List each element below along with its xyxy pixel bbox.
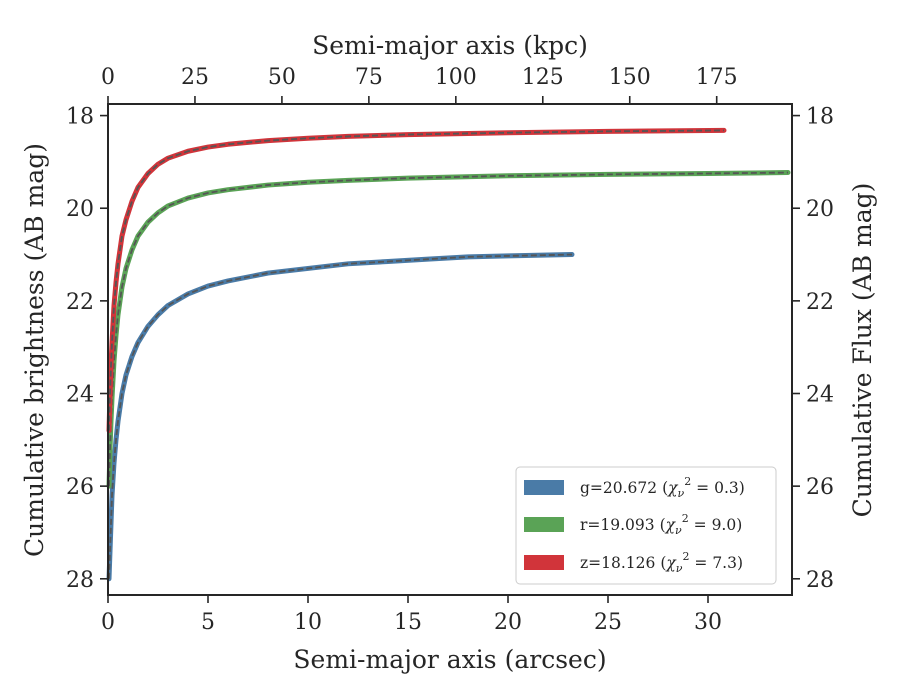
x-tick-label: 25 [594, 610, 622, 635]
series-g-model-line [108, 253, 573, 579]
right-tick-label: 28 [806, 568, 834, 593]
right-axis-title: Cumulative Flux (AB mag) [848, 183, 877, 518]
y-tick-label: 22 [66, 290, 94, 315]
y-tick-label: 20 [66, 197, 94, 222]
top-tick-label: 125 [522, 65, 564, 90]
legend-entry-g: g=20.672 (χν2 = 0.3) [580, 475, 745, 500]
curves-layer [106, 127, 791, 582]
y-tick-label: 26 [66, 475, 94, 500]
top-tick-label: 75 [355, 65, 383, 90]
top-tick-label: 100 [435, 65, 477, 90]
top-tick-label: 175 [696, 65, 738, 90]
ticks-layer: 0 5 10 15 20 25 30 0 25 50 75 100 125 150 175 18 18 20 20 2… [66, 65, 834, 635]
legend-swatch-g [524, 480, 564, 495]
plot-frame [107, 103, 793, 596]
x-tick-label: 0 [101, 610, 115, 635]
top-tick-label: 25 [181, 65, 209, 90]
right-tick-label: 26 [806, 475, 834, 500]
y-tick-label: 24 [66, 383, 94, 408]
legend-label-g: g=20.672 [580, 479, 657, 497]
y-axis-title: Cumulative brightness (AB mag) [20, 143, 49, 557]
x-tick-label: 15 [394, 610, 422, 635]
top-tick-label: 150 [609, 65, 651, 90]
x-tick-label: 10 [294, 610, 322, 635]
legend-swatch-z [524, 555, 564, 570]
series-g-line [106, 252, 575, 582]
top-tick-label: 50 [268, 65, 296, 90]
legend-entry-r: r=19.093 (χν2 = 9.0) [580, 512, 742, 537]
right-tick-label: 20 [806, 197, 834, 222]
legend-chi2-r: 9.0 [712, 516, 737, 534]
x-tick-label: 30 [694, 610, 722, 635]
legend-box [515, 466, 777, 585]
series-r-line [106, 170, 791, 489]
legend-swatch-r [524, 517, 564, 532]
x-axis-title: Semi-major axis (arcsec) [293, 645, 606, 674]
top-axis-title: Semi-major axis (kpc) [312, 31, 588, 60]
y-tick-label: 28 [66, 568, 94, 593]
right-tick-label: 24 [806, 383, 834, 408]
x-tick-label: 20 [494, 610, 522, 635]
legend-label-r: r=19.093 [580, 516, 655, 534]
legend-label-z: z=18.126 [580, 554, 655, 572]
series-z-model-line [108, 129, 725, 431]
legend-entry-z: z=18.126 (χν2 = 7.3) [580, 550, 743, 575]
legend: g=20.672 (χν2 = 0.3) r=19.093 (χν2 = 9.0… [515, 466, 777, 585]
y-tick-label: 18 [66, 105, 94, 130]
legend-chi2-z: 7.3 [712, 554, 737, 572]
top-tick-label: 0 [101, 65, 115, 90]
right-tick-label: 18 [806, 105, 834, 130]
series-r-model-line [108, 171, 789, 487]
legend-chi2-g: 0.3 [714, 479, 739, 497]
right-tick-label: 22 [806, 290, 834, 315]
x-tick-label: 5 [201, 610, 215, 635]
